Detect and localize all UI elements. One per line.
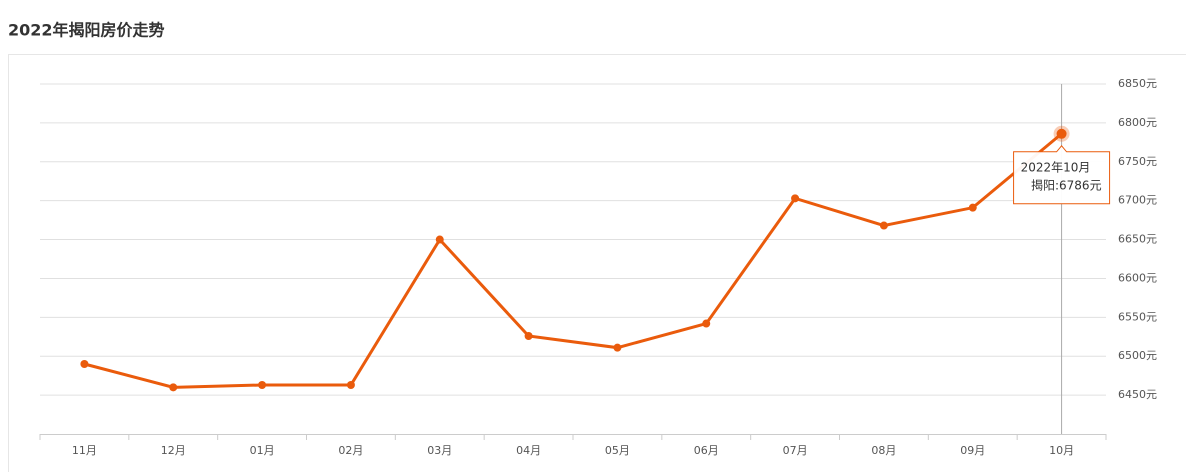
chart-title: 2022年揭阳房价走势 <box>8 21 165 40</box>
x-tick-label: 02月 <box>338 444 363 457</box>
y-tick-label: 6500元 <box>1118 349 1157 362</box>
point <box>346 381 355 389</box>
point <box>791 194 800 203</box>
point <box>613 343 622 352</box>
x-tick-label: 10月 <box>1049 444 1074 457</box>
x-tick-label: 05月 <box>605 444 630 457</box>
point <box>80 360 89 368</box>
y-tick-label: 6700元 <box>1118 194 1157 207</box>
point <box>1056 128 1067 139</box>
x-tick-label: 08月 <box>871 444 896 457</box>
tooltip-text: 揭阳:6786元 <box>1031 177 1102 192</box>
y-tick-label: 6650元 <box>1118 233 1157 246</box>
x-tick-label: 04月 <box>516 444 541 457</box>
x-tick-label: 07月 <box>783 444 808 457</box>
point <box>169 383 178 392</box>
point <box>702 319 711 328</box>
x-tick-label: 01月 <box>250 444 275 457</box>
y-tick-label: 6600元 <box>1118 271 1157 284</box>
tooltip-title: 2022年10月 <box>1021 160 1091 174</box>
y-tick-label: 6450元 <box>1118 388 1157 401</box>
point <box>968 203 977 212</box>
point <box>258 381 267 389</box>
x-tick-label: 12月 <box>161 444 186 457</box>
line <box>84 132 1063 389</box>
x-tick-label: 09月 <box>960 444 985 457</box>
y-tick-label: 6750元 <box>1118 155 1157 168</box>
point <box>879 221 888 230</box>
y-tick-label: 6850元 <box>1118 77 1157 90</box>
x-tick-label: 11月 <box>72 444 97 457</box>
chart-frame <box>8 54 1186 472</box>
tooltip-box <box>1013 144 1111 205</box>
y-tick-label: 6800元 <box>1118 116 1157 129</box>
point <box>524 332 533 340</box>
x-tick-label: 03月 <box>427 444 452 457</box>
point <box>435 235 444 244</box>
x-tick-label: 06月 <box>694 444 719 457</box>
y-tick-label: 6550元 <box>1118 310 1157 323</box>
